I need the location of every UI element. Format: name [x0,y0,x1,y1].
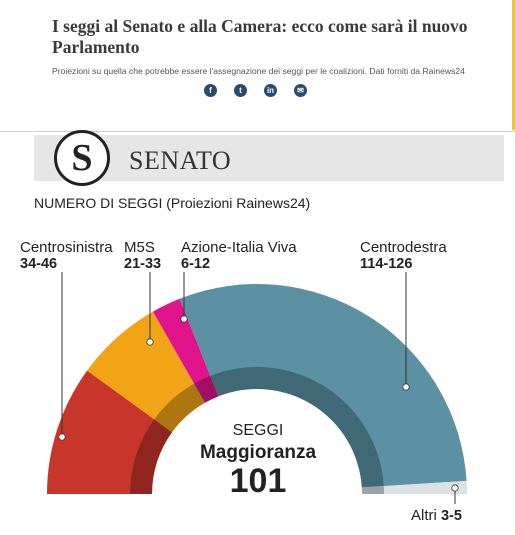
label-centrodestra: Centrodestra 114-126 [360,239,447,272]
marker-centrodestra [402,383,410,391]
segment-azione-italia-viva [152,298,219,403]
label-m5s: M5S 21-33 [124,239,161,272]
share-bar: f t in ✉ [204,84,307,97]
segment-altri [361,480,467,494]
seat-chart [47,272,467,504]
center-majority-value: 101 [229,462,287,500]
series-range: 21-33 [124,256,162,272]
series-name: Altri [411,507,437,524]
segment-centrodestra [179,284,467,488]
marker-azione-italia-viva [180,315,188,323]
series-range: 34-46 [20,256,58,272]
series-name: Centrosinistra [20,239,113,256]
inner-band [361,486,384,494]
series-range: 114-126 [360,256,413,272]
header-divider [0,131,515,132]
inner-band [194,375,219,403]
article-subtitle: Proiezioni su quella che potrebbe essere… [52,66,465,76]
linkedin-icon[interactable]: in [264,84,277,97]
marker-m5s [146,338,154,346]
marker-altri [451,484,459,492]
series-name: Azione-Italia Viva [181,239,297,256]
inner-band [130,419,173,494]
senate-infographic: S SENATO NUMERO DI SEGGI (Proiezioni Rai… [0,130,515,535]
label-azione-italia-viva: Azione-Italia Viva 6-12 [181,239,297,272]
article-header: I seggi al Senato e alla Camera: ecco co… [0,0,515,130]
series-name: Centrodestra [360,239,447,256]
accent-bar [512,0,515,130]
center-seggi-label: SEGGI [232,422,284,439]
twitter-icon[interactable]: t [234,84,247,97]
inner-band [210,367,384,488]
newspaper-logo-icon: S [54,130,110,186]
banner-title: SENATO [129,146,232,175]
email-icon[interactable]: ✉ [294,84,307,97]
series-name: M5S [124,239,155,256]
series-range: 6-12 [181,256,211,272]
label-centrosinistra: Centrosinistra 34-46 [20,239,113,272]
article-title: I seggi al Senato e alla Camera: ecco co… [52,16,468,57]
segment-m5s [87,311,205,433]
facebook-icon[interactable]: f [204,84,217,97]
segment-centrosinistra [47,370,173,494]
marker-centrosinistra [58,433,66,441]
chart-title: NUMERO DI SEGGI (Proiezioni Rainews24) [34,195,311,211]
inner-band [154,383,205,433]
section-banner: S SENATO [34,130,504,186]
series-range: 3-5 [441,508,462,524]
label-altri: Altri 3-5 [411,507,462,524]
center-majority-label: Maggioranza [199,442,317,463]
